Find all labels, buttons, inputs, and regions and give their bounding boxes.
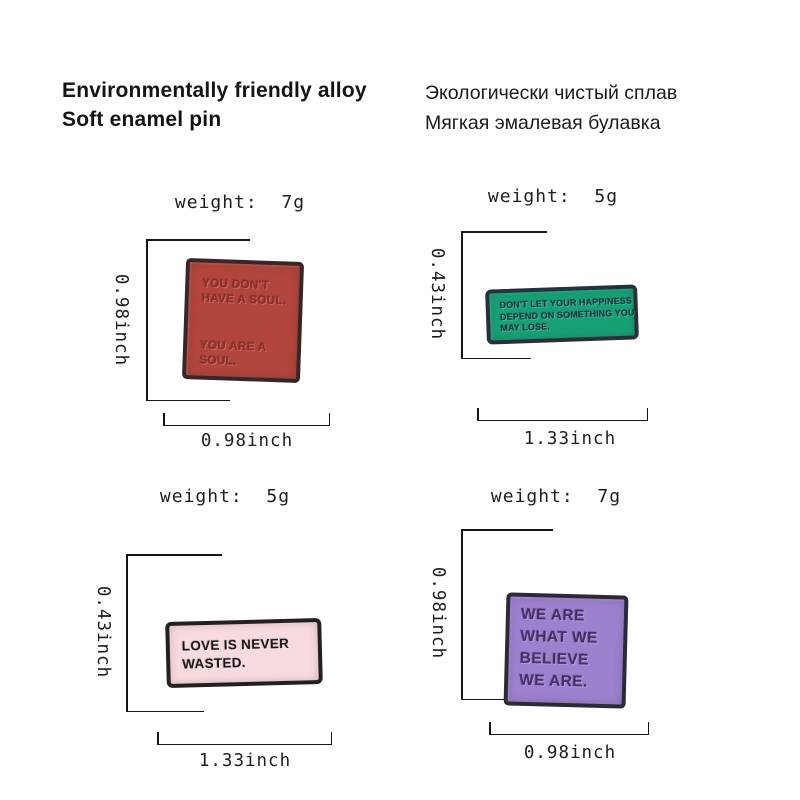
pin-text-line: WASTED. [182, 654, 247, 672]
dimension-tick [461, 231, 547, 233]
header-ru-line2: Мягкая эмалевая булавка [425, 112, 661, 134]
pin-text-line: SOUL. [199, 354, 237, 368]
width-label: 0.98inch [200, 431, 294, 451]
width-dimension-line [489, 722, 649, 735]
enamel-pin-red-square: YOU DON'T HAVE A SOUL. YOU ARE A SOUL. [181, 257, 305, 384]
dimension-line [489, 733, 649, 735]
width-label: 0.98inch [523, 743, 617, 763]
width-label: 1.33inch [198, 751, 292, 771]
height-dimension-line [146, 239, 250, 401]
dimension-line [461, 231, 463, 359]
width-label: 1.33inch [523, 429, 617, 449]
weight-label: weight: 7g [490, 486, 622, 507]
height-dimension-line [461, 231, 549, 359]
enamel-pin-green-rect: DON'T LET YOUR HAPPINESS DEPEND ON SOMET… [485, 284, 639, 345]
dimension-tick [647, 722, 649, 735]
pin-text-line: WHAT WE [520, 627, 598, 647]
dimension-line [477, 419, 648, 421]
dimension-line [157, 743, 332, 745]
width-dimension-line [477, 408, 648, 421]
dimension-tick [477, 408, 479, 421]
header-en-line2: Soft enamel pin [62, 108, 222, 131]
height-dimension-line [461, 529, 555, 700]
header-ru-line1: Экологически чистый сплав [425, 82, 678, 104]
enamel-pin-pink-rect: LOVE IS NEVER WASTED. [165, 617, 323, 689]
dimension-tick [126, 554, 222, 556]
dimension-line [163, 424, 330, 426]
pin-text-line: WE ARE. [518, 671, 588, 691]
weight-label: weight: 7g [174, 192, 306, 213]
dimension-tick [146, 399, 230, 401]
header-title-en: Environmentally friendly alloy Soft enam… [62, 76, 367, 134]
dimension-line [126, 554, 128, 712]
enamel-pin-purple-square: WE ARE WHAT WE BELIEVE WE ARE. [503, 592, 629, 709]
height-label: 0.43inch [93, 585, 113, 679]
pin-text-line: BELIEVE [519, 649, 590, 669]
dimension-tick [461, 357, 531, 359]
pin-text-line: WE ARE [520, 605, 585, 625]
dimension-tick [489, 722, 491, 735]
dimension-line [461, 529, 463, 700]
dimension-tick [157, 732, 159, 745]
width-dimension-line [163, 413, 330, 426]
width-dimension-line [157, 732, 332, 745]
pin-text-line: HAVE A SOUL. [201, 292, 287, 308]
dimension-tick [146, 239, 250, 241]
dimension-tick [461, 529, 553, 531]
dimension-tick [461, 698, 537, 700]
weight-label: weight: 5g [487, 186, 619, 207]
height-dimension-line [126, 554, 224, 712]
header-title-ru: Экологически чистый сплав Мягкая эмалева… [425, 78, 677, 138]
height-label: 0.98inch [111, 273, 131, 367]
weight-label: weight: 5g [159, 486, 291, 507]
dimension-tick [330, 732, 332, 745]
height-label: 0.43inch [427, 247, 447, 341]
dimension-tick [163, 413, 165, 426]
dimension-line [146, 239, 148, 401]
pin-text-gap [200, 307, 292, 342]
dimension-tick [126, 710, 204, 712]
height-label: 0.98inch [428, 566, 448, 660]
dimension-tick [646, 408, 648, 421]
dimension-tick [328, 413, 330, 426]
header-en-line1: Environmentally friendly alloy [62, 79, 367, 102]
